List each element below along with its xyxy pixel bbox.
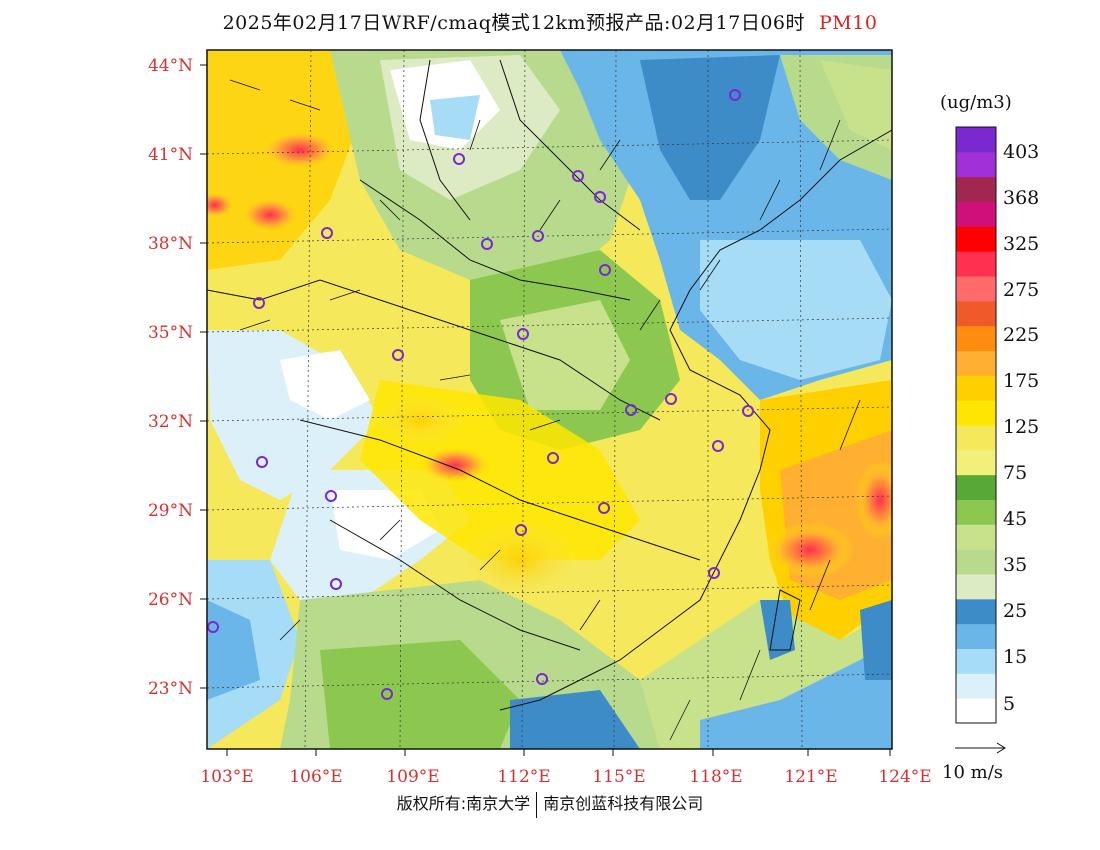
colorbar-swatch	[956, 673, 996, 699]
colorbar-label: 325	[1003, 233, 1039, 255]
colorbar-swatch	[956, 176, 996, 202]
map-title: 2025年02月17日WRF/cmaq模式12km预报产品:02月17日06时 P…	[0, 8, 1100, 35]
colorbar-swatch	[956, 499, 996, 525]
colorbar-swatch	[956, 474, 996, 500]
colorbar-label: 403	[1003, 141, 1039, 163]
colorbar-swatch	[956, 251, 996, 277]
colorbar-swatch	[956, 325, 996, 351]
colorbar-label: 225	[1003, 324, 1039, 346]
wind-vectors	[229, 79, 861, 741]
lon-label: 106°E	[289, 767, 342, 787]
colorbar-frame	[955, 126, 997, 724]
lon-label: 118°E	[689, 767, 742, 787]
colorbar-label: 368	[1003, 187, 1039, 209]
colorbar-label: 75	[1003, 462, 1027, 484]
lon-label: 115°E	[592, 767, 645, 787]
colorbar-labels: 5 15 25 35 45 75 125 175 225 275 325 368…	[1003, 141, 1039, 715]
colorbar-swatch	[956, 226, 996, 252]
colorbar-unit: (ug/m3)	[940, 92, 1012, 113]
lon-label: 124°E	[878, 767, 931, 787]
lon-label: 109°E	[386, 767, 439, 787]
copyright-footer: 版权所有:南京大学 南京创蓝科技有限公司	[0, 790, 1100, 818]
lat-label: 44°N	[148, 56, 193, 76]
colorbar-swatch	[956, 300, 996, 327]
colorbar-label: 275	[1003, 279, 1039, 301]
colorbar-swatch	[956, 549, 996, 575]
lat-label: 32°N	[148, 412, 193, 432]
colorbar-label: 25	[1003, 600, 1027, 622]
colorbar-swatch	[956, 127, 996, 153]
wind-reference-label: 10 m/s	[942, 762, 1003, 783]
colorbar-label: 125	[1003, 416, 1039, 438]
lat-lon-grid	[207, 50, 892, 749]
title-variable: PM10	[819, 12, 878, 34]
lon-label: 103°E	[200, 767, 253, 787]
colorbar-swatch	[956, 375, 996, 401]
lat-label: 38°N	[148, 234, 193, 254]
lat-label: 35°N	[148, 323, 193, 343]
colorbar-swatch	[956, 350, 996, 376]
colorbar-swatch	[956, 648, 996, 674]
copyright-right: 南京创蓝科技有限公司	[543, 794, 704, 813]
longitude-labels: 103°E 106°E 109°E 112°E 115°E 118°E 121°…	[200, 767, 931, 787]
copyright-left: 版权所有:南京大学	[396, 794, 531, 813]
colorbar-swatch	[956, 698, 996, 724]
lat-label: 41°N	[148, 145, 193, 165]
lon-label: 121°E	[784, 767, 837, 787]
colorbar-swatch	[956, 276, 996, 302]
lat-label: 23°N	[148, 679, 193, 699]
station-markers	[207, 89, 754, 700]
footer-divider	[536, 791, 538, 818]
lat-label: 29°N	[148, 501, 193, 521]
lon-label: 112°E	[497, 767, 550, 787]
colorbar-swatch	[956, 201, 996, 227]
colorbar-label: 175	[1003, 370, 1039, 392]
wind-reference: 10 m/s	[942, 742, 1006, 783]
latitude-labels: 44°N 41°N 38°N 35°N 32°N 29°N 26°N 23°N	[148, 56, 193, 699]
axis-ticks	[200, 64, 891, 756]
borders	[207, 59, 892, 711]
colorbar-label: 45	[1003, 508, 1027, 530]
colorbar-swatch	[956, 449, 996, 476]
colorbar-label: 15	[1003, 646, 1027, 668]
colorbar-swatch	[956, 524, 996, 550]
colorbar-label: 5	[1003, 693, 1015, 715]
colorbar-swatch	[956, 574, 996, 600]
colorbar-swatch	[956, 400, 996, 426]
colorbar-swatch	[956, 151, 996, 178]
colorbar	[956, 127, 996, 724]
pm10-field	[207, 50, 892, 749]
lat-label: 26°N	[148, 590, 193, 610]
colorbar-label: 35	[1003, 554, 1027, 576]
map-frame	[206, 49, 893, 750]
colorbar-swatch	[956, 425, 996, 451]
colorbar-swatch	[956, 598, 996, 625]
title-main: 2025年02月17日WRF/cmaq模式12km预报产品:02月17日06时	[222, 12, 805, 34]
colorbar-swatch	[956, 623, 996, 649]
